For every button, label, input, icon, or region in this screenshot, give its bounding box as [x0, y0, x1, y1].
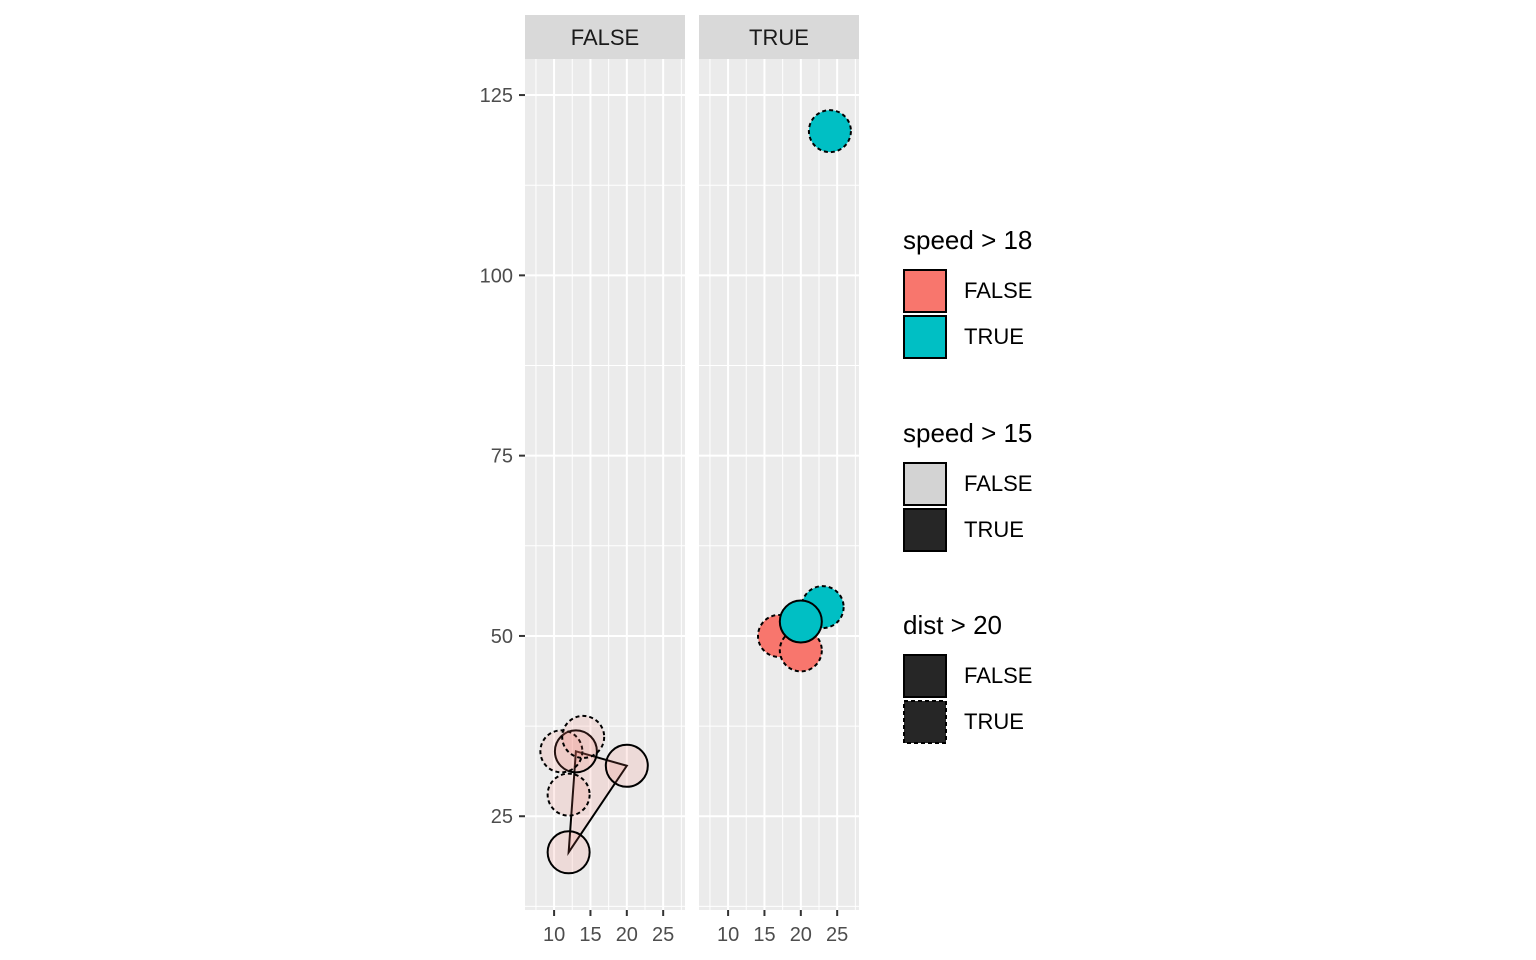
legend-key [903, 508, 947, 552]
y-tick-label: 125 [480, 85, 513, 107]
x-tick-label: 10 [717, 924, 739, 946]
data-point [539, 729, 584, 774]
legend-alpha: speed > 15 FALSE TRUE [903, 418, 1032, 552]
data-point [553, 729, 598, 774]
legend-title: dist > 20 [903, 610, 1002, 640]
legend-key [903, 462, 947, 506]
panel-background [699, 59, 859, 910]
x-tick-label: 20 [790, 924, 812, 946]
hull-polygon [567, 750, 629, 856]
facet-strip [525, 15, 685, 59]
data-point [561, 714, 606, 759]
data-point [546, 830, 591, 875]
legend-key [903, 315, 947, 359]
x-tick-label: 25 [652, 924, 674, 946]
legend-label: FALSE [964, 471, 1032, 496]
legend-key [903, 654, 947, 698]
panel-content [539, 714, 649, 875]
legend-linetype: dist > 20 FALSE TRUE [903, 610, 1032, 744]
x-tick-label: 20 [616, 924, 638, 946]
y-tick-label: 100 [480, 265, 513, 287]
legend-title: speed > 15 [903, 418, 1032, 448]
facet-panel-true: TRUE 10 15 20 25 [699, 15, 859, 946]
x-tick-label: 15 [753, 924, 775, 946]
data-point [807, 109, 852, 154]
facet-panel-false: FALSE 10 15 20 25 [525, 15, 685, 946]
legend-key [903, 700, 947, 744]
legend-key [903, 269, 947, 313]
facet-strip-label: TRUE [749, 25, 809, 50]
facet-strip [699, 15, 859, 59]
data-point [604, 743, 649, 788]
facet-strip-label: FALSE [571, 25, 639, 50]
x-tick-label: 10 [543, 924, 565, 946]
y-tick-label: 50 [491, 626, 513, 648]
legend-title: speed > 18 [903, 225, 1032, 255]
y-tick-label: 25 [491, 806, 513, 828]
data-point [546, 772, 591, 817]
legend-label: TRUE [964, 709, 1024, 734]
legend-label: TRUE [964, 517, 1024, 542]
panel-content [757, 109, 852, 673]
legend-label: TRUE [964, 324, 1024, 349]
legend-fill: speed > 18 FALSE TRUE [903, 225, 1032, 359]
y-tick-label: 75 [491, 446, 513, 468]
legend-label: FALSE [964, 278, 1032, 303]
x-tick-label: 25 [826, 924, 848, 946]
x-tick-label: 15 [579, 924, 601, 946]
data-point [778, 599, 823, 644]
legend-label: FALSE [964, 663, 1032, 688]
